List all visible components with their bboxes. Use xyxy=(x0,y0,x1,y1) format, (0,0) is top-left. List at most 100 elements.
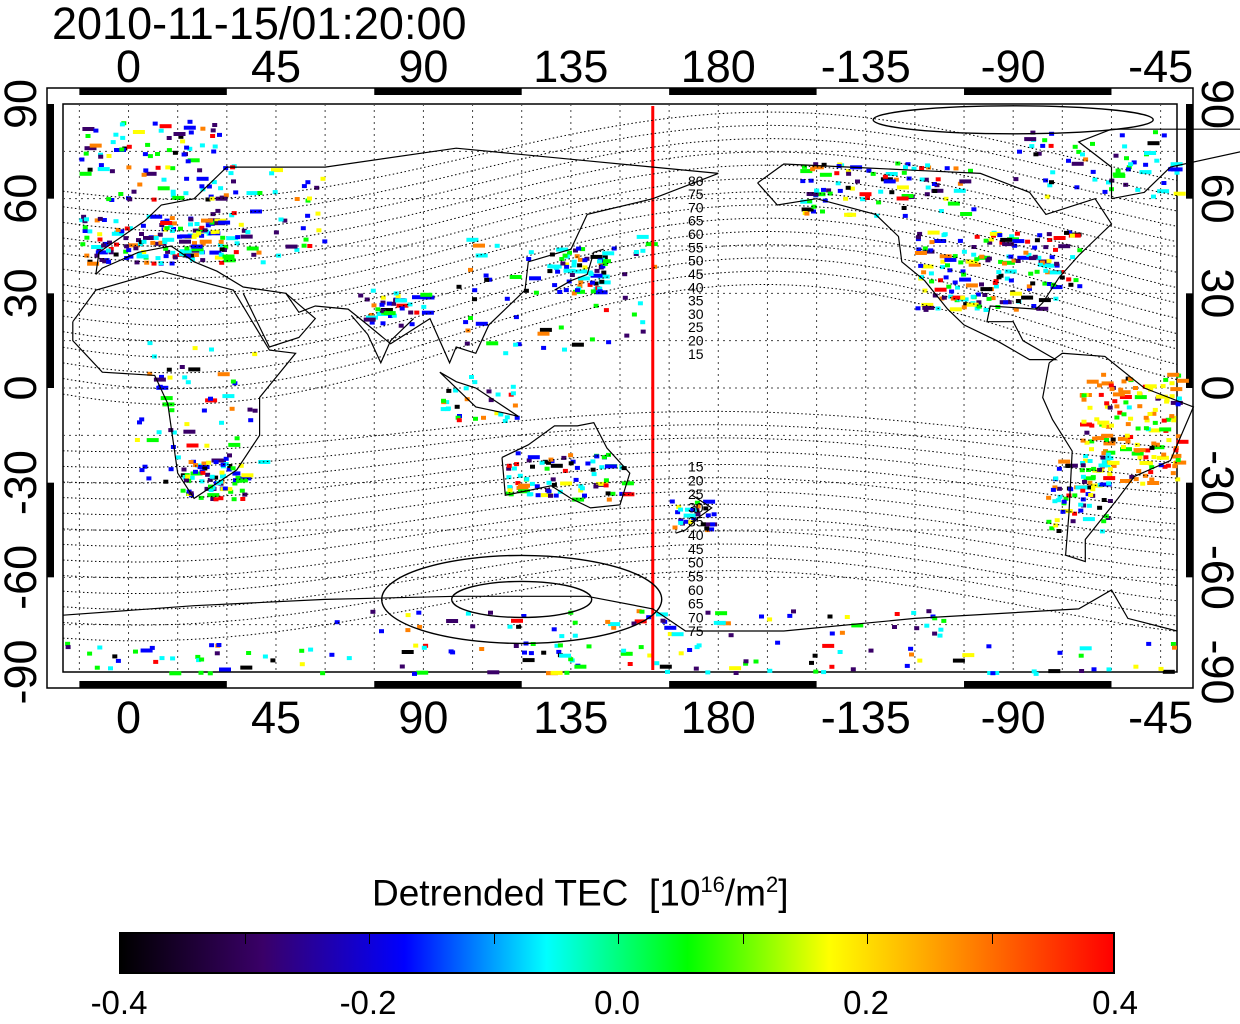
frame-segment-right xyxy=(1186,482,1193,578)
tec-point xyxy=(640,329,646,334)
tec-point xyxy=(208,488,214,493)
tec-point xyxy=(976,300,982,305)
contour-line-north xyxy=(62,231,1178,342)
tec-point xyxy=(509,275,522,279)
tec-point xyxy=(301,243,307,248)
tec-point xyxy=(733,671,739,675)
tec-point xyxy=(844,615,850,619)
tec-point xyxy=(1149,445,1155,450)
tec-point xyxy=(85,134,91,138)
tec-point xyxy=(1126,165,1132,170)
tec-point xyxy=(299,662,305,667)
tec-point xyxy=(222,486,228,491)
tec-point xyxy=(1086,503,1092,508)
tec-point xyxy=(968,262,981,267)
tec-point xyxy=(1043,268,1049,273)
tec-point xyxy=(1107,467,1113,472)
contour-label-south: 75 xyxy=(688,623,704,639)
tec-point xyxy=(1046,282,1052,286)
tec-point xyxy=(115,658,121,663)
tec-point xyxy=(1149,465,1155,470)
tec-point xyxy=(546,489,552,494)
tec-point xyxy=(1008,254,1014,259)
tec-point xyxy=(599,465,605,470)
frame-segment-bottom xyxy=(374,681,522,688)
tec-point xyxy=(1097,383,1102,388)
tec-point xyxy=(238,222,244,227)
tec-point xyxy=(1080,497,1086,502)
tec-point xyxy=(201,218,213,223)
tec-point xyxy=(1152,445,1165,450)
tec-point xyxy=(554,643,560,648)
tec-point xyxy=(231,211,237,216)
tec-point xyxy=(207,477,213,482)
tec-point xyxy=(329,652,335,657)
tec-point xyxy=(1053,523,1059,528)
tec-point xyxy=(164,226,170,231)
tec-point xyxy=(970,294,976,299)
tec-point xyxy=(214,651,220,656)
tec-point xyxy=(1161,418,1167,423)
tec-point xyxy=(551,627,557,632)
tec-point xyxy=(1042,138,1048,143)
tec-point xyxy=(1118,390,1131,395)
tec-point xyxy=(1078,508,1084,513)
tec-point xyxy=(559,257,565,261)
tec-point xyxy=(569,273,575,277)
tec-point xyxy=(213,475,219,480)
tec-point xyxy=(463,386,469,391)
tec-point xyxy=(1053,476,1059,481)
tec-point xyxy=(214,255,227,260)
tec-point xyxy=(233,190,239,195)
tec-point xyxy=(207,671,213,676)
tec-point xyxy=(79,171,92,176)
tec-point xyxy=(1162,669,1175,674)
colorbar-title: Detrended TEC [1016/m2] xyxy=(372,872,789,914)
tec-point xyxy=(575,288,580,293)
tec-point xyxy=(895,161,901,166)
tec-point xyxy=(985,258,991,263)
tec-point xyxy=(1012,243,1018,248)
tec-point xyxy=(239,476,252,481)
tec-point xyxy=(564,264,570,269)
tec-point xyxy=(986,296,992,301)
tec-point xyxy=(160,396,173,401)
tec-point xyxy=(250,209,262,214)
tec-point xyxy=(593,303,599,308)
tec-point xyxy=(931,188,944,193)
tec-point xyxy=(215,208,221,213)
top-lon-tick-label: 90 xyxy=(398,41,448,92)
tec-point xyxy=(473,243,485,248)
tec-point xyxy=(813,162,819,167)
tec-point xyxy=(472,380,478,385)
tec-point xyxy=(470,624,476,629)
tec-point xyxy=(638,645,644,650)
tec-point xyxy=(821,670,827,675)
tec-point xyxy=(1047,183,1053,188)
contour-label-north: 25 xyxy=(688,319,704,335)
tec-point xyxy=(1105,424,1111,429)
tec-point xyxy=(800,199,813,204)
tec-point xyxy=(1090,169,1096,174)
tec-point xyxy=(1147,481,1160,485)
tec-point xyxy=(1079,646,1092,651)
tec-point xyxy=(1048,143,1054,148)
tec-point xyxy=(1152,420,1158,425)
tec-point xyxy=(595,290,608,295)
tec-point xyxy=(127,197,133,202)
tec-point xyxy=(574,664,587,669)
contour-label-south: 55 xyxy=(688,568,704,584)
tec-point xyxy=(1164,397,1170,402)
tec-point xyxy=(1105,452,1111,457)
tec-point xyxy=(1174,460,1187,465)
tec-point xyxy=(694,500,700,505)
tec-point xyxy=(1098,463,1111,468)
tec-point xyxy=(557,290,563,294)
tec-point xyxy=(1162,464,1168,469)
tec-point xyxy=(868,648,874,653)
tec-point xyxy=(1101,372,1107,377)
tec-point xyxy=(572,620,578,625)
contour-label-south: 50 xyxy=(688,555,704,571)
tec-point xyxy=(715,611,728,616)
tec-point xyxy=(759,614,764,619)
